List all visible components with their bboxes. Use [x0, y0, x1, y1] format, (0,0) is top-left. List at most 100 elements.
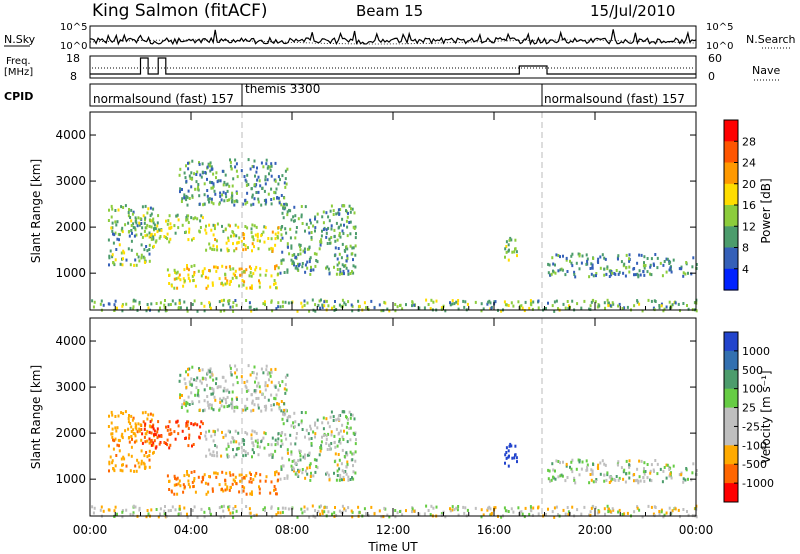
- echo-cell: [251, 455, 253, 459]
- echo-cell: [321, 305, 324, 309]
- echo-cell: [510, 301, 513, 305]
- echo-cell: [274, 471, 276, 475]
- echo-cell: [222, 190, 225, 194]
- echo-cell: [603, 267, 606, 271]
- echo-cell: [140, 243, 143, 247]
- echo-cell: [449, 507, 451, 511]
- echo-cell: [247, 452, 249, 456]
- echo-cell: [553, 309, 556, 313]
- echo-cell: [296, 309, 299, 313]
- echo-cell: [380, 309, 383, 313]
- echo-cell: [566, 300, 569, 303]
- echo-cell: [275, 264, 278, 268]
- echo-cell: [337, 432, 340, 436]
- echo-cell: [338, 231, 341, 235]
- echo-cell: [254, 439, 257, 443]
- echo-cell: [615, 269, 618, 272]
- echo-cell: [514, 444, 517, 448]
- echo-cell: [225, 447, 228, 451]
- echo-cell: [170, 284, 173, 288]
- echo-cell: [586, 259, 589, 263]
- echo-cell: [314, 509, 317, 513]
- echo-cell: [184, 176, 187, 180]
- echo-cell: [521, 512, 524, 516]
- echo-cell: [187, 427, 190, 430]
- echo-cell: [216, 451, 218, 455]
- echo-cell: [146, 211, 149, 215]
- echo-cell: [185, 436, 187, 440]
- echo-cell: [451, 299, 454, 303]
- echo-cell: [487, 506, 490, 510]
- echo-cell: [554, 271, 557, 275]
- echo-cell: [351, 246, 354, 250]
- echo-cell: [245, 180, 248, 184]
- echo-cell: [174, 302, 177, 306]
- echo-cell: [272, 197, 275, 201]
- echo-cell: [333, 305, 336, 309]
- echo-cell: [214, 192, 217, 196]
- echo-cell: [132, 511, 135, 515]
- echo-cell: [274, 473, 277, 477]
- echo-cell: [580, 261, 583, 265]
- echo-cell: [508, 454, 510, 458]
- echo-cell: [349, 478, 352, 481]
- echo-cell: [160, 434, 163, 438]
- echo-cell: [286, 242, 289, 246]
- echo-cell: [300, 421, 303, 425]
- echo-cell: [507, 464, 510, 468]
- echo-cell: [650, 505, 653, 509]
- echo-cell: [345, 451, 348, 455]
- echo-cell: [337, 453, 340, 456]
- echo-cell: [234, 273, 236, 277]
- echo-cell: [350, 509, 353, 513]
- echo-cell: [135, 218, 138, 222]
- echo-cell: [212, 172, 215, 176]
- echo-cell: [669, 512, 672, 516]
- echo-cell: [256, 239, 259, 243]
- echo-cell: [284, 433, 287, 437]
- echo-cell: [186, 309, 189, 313]
- echo-cell: [227, 223, 230, 227]
- echo-cell: [352, 264, 355, 268]
- colorbar-tick-label: 500: [742, 364, 763, 377]
- echo-cell: [256, 384, 259, 388]
- echo-cell: [259, 273, 262, 277]
- echo-cell: [271, 515, 274, 519]
- echo-cell: [242, 438, 245, 441]
- echo-cell: [200, 480, 203, 484]
- echo-cell: [249, 492, 252, 496]
- echo-cell: [396, 511, 399, 515]
- echo-cell: [137, 461, 140, 465]
- echo-cell: [341, 435, 344, 439]
- echo-cell: [669, 472, 672, 476]
- echo-cell: [168, 446, 171, 450]
- echo-cell: [321, 229, 323, 233]
- echo-cell: [124, 429, 127, 433]
- echo-cell: [219, 515, 222, 519]
- echo-cell: [355, 232, 357, 236]
- echo-cell: [230, 167, 233, 171]
- echo-cell: [608, 481, 611, 484]
- echo-cell: [283, 271, 286, 274]
- echo-cell: [658, 510, 661, 513]
- echo-cell: [114, 220, 117, 224]
- echo-cell: [253, 403, 256, 407]
- echo-cell: [183, 193, 186, 197]
- echo-cell: [152, 450, 155, 454]
- echo-cell: [343, 249, 346, 252]
- echo-cell: [365, 512, 367, 516]
- echo-cell: [191, 274, 194, 278]
- echo-cell: [250, 409, 253, 413]
- velocity-echoes: [91, 364, 698, 519]
- echo-cell: [294, 462, 297, 466]
- echo-cell: [482, 513, 485, 517]
- echo-cell: [318, 453, 321, 457]
- echo-cell: [327, 510, 330, 514]
- echo-cell: [342, 232, 345, 235]
- echo-cell: [219, 397, 222, 401]
- echo-cell: [270, 246, 273, 250]
- echo-cell: [189, 279, 191, 283]
- echo-cell: [158, 434, 161, 438]
- echo-cell: [286, 448, 289, 452]
- echo-cell: [232, 177, 235, 181]
